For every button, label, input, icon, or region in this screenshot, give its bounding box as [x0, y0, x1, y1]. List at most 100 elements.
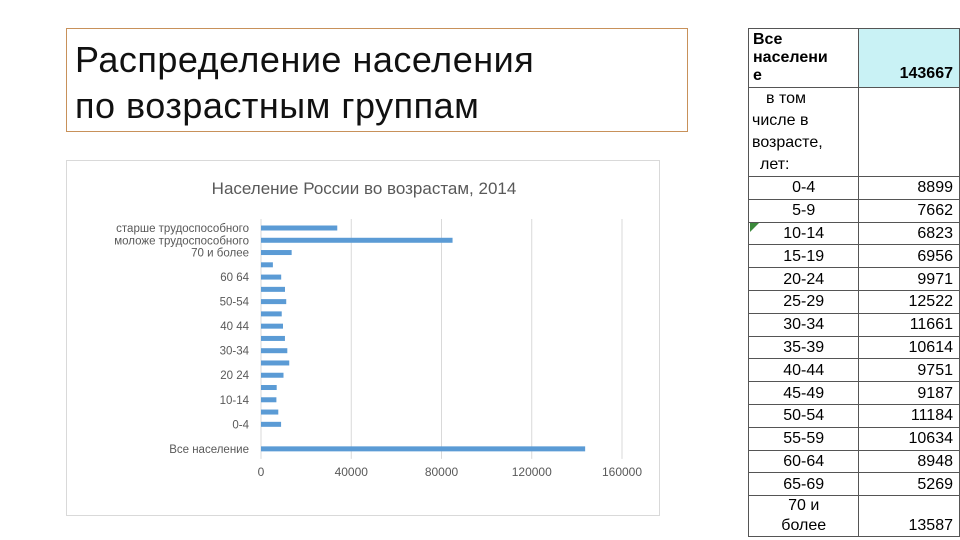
bar	[261, 397, 277, 403]
age-cell: 15-19	[747, 244, 860, 269]
table-row: 50-54 11184	[747, 403, 960, 428]
subheader-value-cell	[858, 87, 960, 177]
slide-title-line2: по возрастным группам	[75, 85, 480, 126]
table-row: 25-29 12522	[747, 289, 960, 314]
value-cell: 6823	[858, 221, 960, 246]
value-cell: 12522	[858, 289, 960, 314]
grid-lines	[260, 219, 623, 459]
category-label: 60 64	[220, 272, 249, 284]
bar	[261, 274, 282, 280]
slide-title-line1: Распределение населения	[75, 39, 535, 80]
table-row: 35-39 10614	[747, 335, 960, 360]
age-line: более	[781, 517, 827, 535]
age-cell: 25-29	[747, 289, 860, 314]
category-label: 40 44	[220, 321, 249, 333]
category-label: моложе трудоспособного	[114, 235, 249, 247]
category-label: старше трудоспособного	[116, 223, 249, 235]
bar	[261, 286, 285, 292]
x-tick-label: 80000	[425, 465, 459, 479]
bar	[261, 299, 287, 305]
table-row: 15-19 6956	[747, 244, 960, 269]
bar	[261, 262, 273, 268]
bar	[261, 335, 285, 341]
table-row: 30-34 11661	[747, 312, 960, 337]
table-row: 55-59 10634	[747, 426, 960, 451]
subheader-line: числе в	[752, 112, 809, 129]
subheader-line: возрасте,	[752, 134, 823, 151]
table-row: 70 и более 13587	[747, 495, 960, 538]
age-cell: 70 и более	[747, 495, 860, 538]
category-label: 30-34	[220, 346, 250, 358]
age-cell: 35-39	[747, 335, 860, 360]
x-tick-labels: 0 40000 80000 120000 160000	[258, 465, 643, 479]
value-cell: 13587	[858, 495, 960, 538]
bar	[261, 446, 586, 452]
age-cell: 55-59	[747, 426, 860, 451]
slide-title: Распределение населения по возрастным гр…	[66, 28, 688, 132]
bar	[261, 250, 292, 256]
value-cell: 5269	[858, 472, 960, 497]
age-cell: 40-44	[747, 358, 860, 383]
table-row: 20-24 9971	[747, 267, 960, 291]
table-header-row: Все населени е 143667	[747, 28, 960, 88]
age-line: 70 и	[788, 497, 820, 515]
value-cell: 8899	[858, 176, 960, 200]
bar	[261, 237, 453, 243]
table-row: 10-14 6823	[747, 221, 960, 246]
value-cell: 6956	[858, 244, 960, 269]
population-bar-chart: Население России во возрастам, 2014 стар…	[114, 179, 643, 479]
table-row: 40-44 9751	[747, 358, 960, 383]
x-tick-label: 160000	[602, 465, 642, 479]
chart-title: Население России во возрастам, 2014	[212, 179, 517, 198]
category-label: 20 24	[220, 370, 249, 382]
table-row: 0-4 8899	[747, 176, 960, 200]
age-cell: 20-24	[747, 267, 860, 291]
x-tick-label: 40000	[335, 465, 369, 479]
bar	[261, 385, 277, 391]
value-cell: 8948	[858, 449, 960, 474]
header-label-line: населени	[753, 49, 828, 66]
age-cell: 45-49	[747, 381, 860, 405]
bar	[261, 323, 284, 329]
population-table: Все населени е 143667 в том числе в возр…	[747, 28, 960, 538]
category-label: 70 и более	[191, 248, 249, 260]
age-cell: 60-64	[747, 449, 860, 474]
bar	[261, 225, 338, 231]
category-label: 10-14	[220, 395, 250, 407]
value-cell: 10614	[858, 335, 960, 360]
subheader-line: в том	[766, 90, 806, 107]
bar	[261, 311, 282, 317]
header-value-cell: 143667	[858, 28, 960, 88]
chart-frame: Население России во возрастам, 2014 стар…	[66, 160, 660, 516]
age-cell: 10-14	[747, 221, 860, 246]
value-cell: 11661	[858, 312, 960, 337]
subheader-label-cell: в том числе в возрасте, лет:	[747, 87, 860, 177]
age-cell: 5-9	[747, 198, 860, 223]
category-label: 50-54	[220, 297, 250, 309]
value-cell: 11184	[858, 403, 960, 428]
header-label-line: е	[753, 67, 762, 84]
bar	[261, 409, 279, 415]
value-cell: 9187	[858, 381, 960, 405]
bar	[261, 372, 284, 378]
table-row: 45-49 9187	[747, 381, 960, 405]
value-cell: 10634	[858, 426, 960, 451]
category-label: 0-4	[232, 419, 249, 431]
table-row: 65-69 5269	[747, 472, 960, 497]
age-cell: 50-54	[747, 403, 860, 428]
header-label-cell: Все населени е	[747, 28, 860, 88]
table-row: 60-64 8948	[747, 449, 960, 474]
x-tick-label: 0	[258, 465, 265, 479]
bar	[261, 348, 288, 354]
age-cell: 0-4	[747, 176, 860, 200]
bars	[261, 225, 586, 452]
age-cell: 30-34	[747, 312, 860, 337]
bar	[261, 421, 282, 427]
category-label: Все население	[169, 444, 249, 456]
value-cell: 9971	[858, 267, 960, 291]
value-cell: 7662	[858, 198, 960, 223]
subheader-line: лет:	[760, 156, 790, 173]
bar	[261, 360, 290, 366]
table-row: 5-9 7662	[747, 198, 960, 223]
